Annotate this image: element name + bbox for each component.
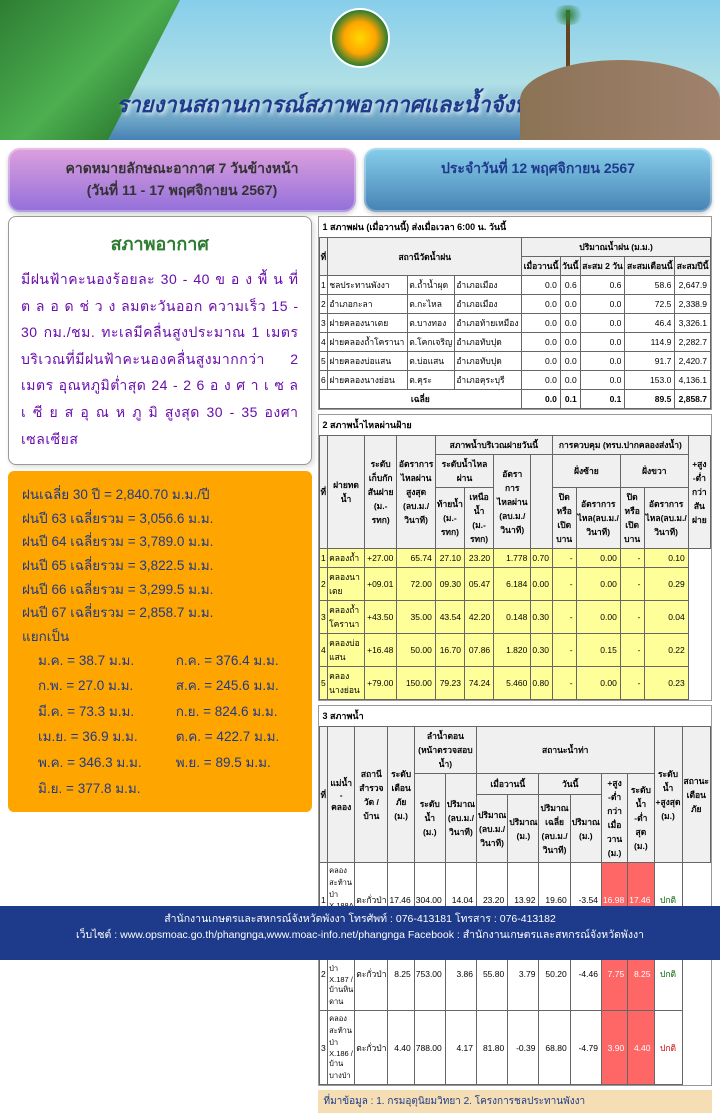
palm-decoration — [566, 10, 570, 70]
month-stat: ก.ย. = 824.6 ม.ม. — [176, 700, 298, 724]
footer-line-1: สำนักงานเกษตรและสหกรณ์จังหวัดพังงา โทรศั… — [4, 912, 716, 928]
table-row: 6ฝายคลองนางย่อนต.คุระอำเภอคุระบุรี0.00.0… — [319, 371, 711, 390]
rainfall-table: 1 สภาพฝน (เมื่อวานนี้) ส่งเมื่อเวลา 6:00… — [318, 216, 713, 410]
month-stat: ต.ค. = 422.7 ม.ม. — [176, 725, 298, 749]
table-row: 3ฝายคลองนาเตยต.บางทองอำเภอท้ายเหมือง0.00… — [319, 314, 711, 333]
stat-line: ฝนเฉลี่ย 30 ปี = 2,840.70 ม.ม./ปี — [22, 483, 298, 507]
month-stat: มิ.ย. = 377.8 ม.ม. — [38, 777, 160, 801]
rainfall-stats-panel: ฝนเฉลี่ย 30 ปี = 2,840.70 ม.ม./ปีฝนปี 63… — [8, 471, 312, 812]
footer: สำนักงานเกษตรและสหกรณ์จังหวัดพังงา โทรศั… — [0, 906, 720, 960]
report-title: รายงานสถานการณ์สภาพอากาศและน้ำจังหวัดพัง… — [116, 87, 603, 122]
table-row: 5คลองนางย่อน+79.00150.0079.2374.245.4600… — [319, 667, 711, 700]
table-row: 3คลองสะท้านป่า X.186 / บ้านบางป่าตะกั่วป… — [319, 1011, 711, 1085]
weather-body: มีฝนฟ้าคะนองร้อยละ 30 - 40 ข อ ง พื้ น ท… — [21, 266, 299, 452]
header-banner: รายงานสถานการณ์สภาพอากาศและน้ำจังหวัดพัง… — [0, 0, 720, 140]
table-row: 3คลองถ้ำโครานา+43.5035.0043.5442.200.148… — [319, 601, 711, 634]
agency-logo — [330, 8, 390, 68]
month-stat: ส.ค. = 245.6 ม.ม. — [176, 674, 298, 698]
table-row: 1คลองถ้ำ+27.0065.7427.1023.201.7780.70-0… — [319, 549, 711, 568]
table-row: 2อำเภอกะลาต.กะไหลอำเภอเมือง0.00.00.072.5… — [319, 295, 711, 314]
forecast-period-box: คาดหมายลักษณะอากาศ 7 วันข้างหน้า (วันที่… — [8, 148, 356, 212]
month-stat: พ.ย. = 89.5 ม.ม. — [176, 751, 298, 775]
table-row-avg: เฉลี่ย0.00.10.189.52,858.7 — [319, 390, 711, 409]
dam-table: 2 สภาพน้ำไหลผ่านฝ้าย ที่ฝายทดน้ำ ระดับเก… — [318, 414, 713, 701]
report-date-box: ประจำวันที่ 12 พฤศจิกายน 2567 — [364, 148, 712, 212]
month-stat: เม.ย. = 36.9 ม.ม. — [38, 725, 160, 749]
month-stat: ก.ค. = 376.4 ม.ม. — [176, 649, 298, 673]
data-source: ที่มาข้อมูล : 1. กรมอุตุนิยมวิทยา 2. โคร… — [318, 1090, 713, 1113]
stat-line: ฝนปี 66 เฉลี่ยรวม = 3,299.5 ม.ม. — [22, 578, 298, 602]
weather-panel: สภาพอากาศ มีฝนฟ้าคะนองร้อยละ 30 - 40 ข อ… — [8, 216, 312, 465]
table-row: 4คลองบ่อแสน+16.4850.0016.7007.861.8200.3… — [319, 634, 711, 667]
weather-title: สภาพอากาศ — [21, 229, 299, 258]
stat-line: ฝนปี 64 เฉลี่ยรวม = 3,789.0 ม.ม. — [22, 530, 298, 554]
table-row: 1ชลประทานพังงาต.ถ้ำน้ำผุดอำเภอเมือง0.00.… — [319, 276, 711, 295]
footer-line-2: เว็บไซต์ : www.opsmoac.go.th/phangnga,ww… — [4, 928, 716, 944]
month-stat: พ.ค. = 346.3 ม.ม. — [38, 751, 160, 775]
month-stat: ม.ค. = 38.7 ม.ม. — [38, 649, 160, 673]
table-row: 5ฝายคลองบ่อแสนต.บ่อแสนอำเภอทับปุด0.00.00… — [319, 352, 711, 371]
stat-line: แยกเป็น — [22, 625, 298, 649]
table-row: 2คลองนาเตย+09.0172.0009.3005.476.1840.00… — [319, 568, 711, 601]
month-stat: มี.ค. = 73.3 ม.ม. — [38, 700, 160, 724]
stat-line: ฝนปี 65 เฉลี่ยรวม = 3,822.5 ม.ม. — [22, 554, 298, 578]
stat-line: ฝนปี 63 เฉลี่ยรวม = 3,056.6 ม.ม. — [22, 507, 298, 531]
month-stat: ก.พ. = 27.0 ม.ม. — [38, 674, 160, 698]
table-row: 4ฝายคลองถ้ำโครานาต.โคกเจริญอำเภอทับปุด0.… — [319, 333, 711, 352]
reservoir-table: 3 สภาพน้ำ ที่แม่น้ำ - คลองสถานีสำรวจวัด … — [318, 705, 713, 1086]
stat-line: ฝนปี 67 เฉลี่ยรวม = 2,858.7 ม.ม. — [22, 601, 298, 625]
